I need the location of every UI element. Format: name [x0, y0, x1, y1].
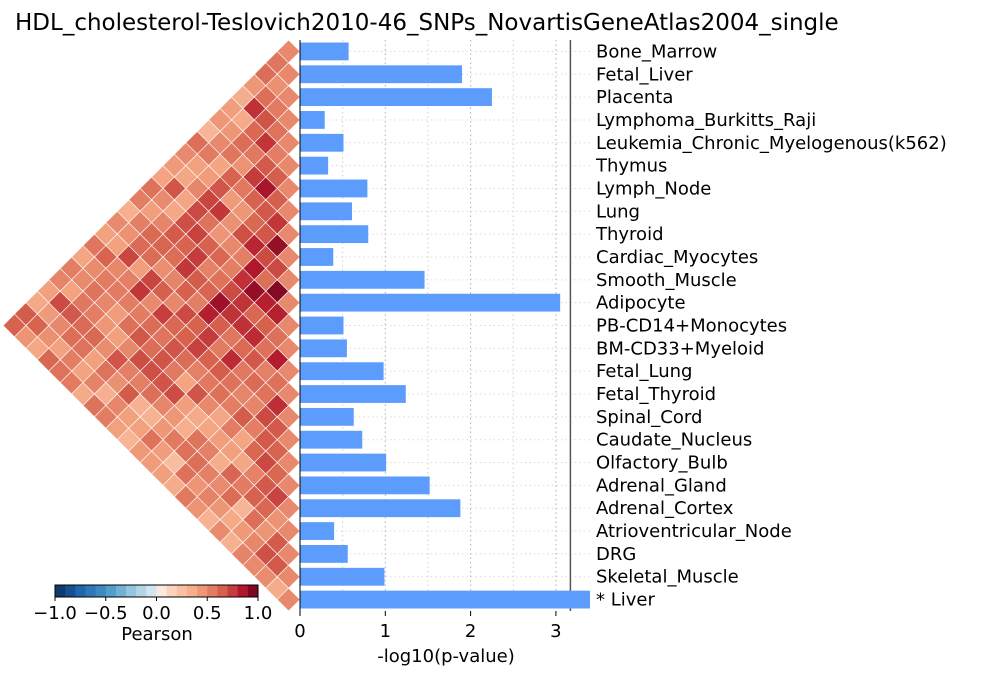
- bar: [300, 293, 561, 312]
- category-label: BM-CD33+Myeloid: [596, 338, 765, 359]
- bar: [300, 156, 329, 175]
- colorbar-segment: [197, 585, 208, 597]
- bar: [300, 522, 335, 540]
- category-label: Thymus: [595, 156, 667, 177]
- bar: [300, 590, 591, 609]
- colorbar-segment: [146, 585, 157, 597]
- category-label: Smooth_Muscle: [596, 270, 737, 291]
- colorbar-segment: [237, 585, 249, 597]
- colorbar-segment: [75, 585, 86, 597]
- category-label: Bone_Marrow: [596, 41, 717, 62]
- bar: [300, 362, 384, 381]
- category-label: Spinal_Cord: [596, 407, 702, 428]
- category-label: Thyroid: [595, 224, 664, 245]
- bar: [300, 133, 344, 152]
- colorbar-segment: [85, 585, 97, 597]
- category-label: Atrioventricular_Node: [596, 521, 792, 542]
- colorbar-tick-label: −0.5: [84, 603, 128, 624]
- bar: [300, 453, 387, 472]
- colorbar: −1.0 −0.5 0.0 0.5 1.0: [33, 584, 273, 624]
- category-label: Adrenal_Gland: [596, 475, 727, 496]
- category-label: Placenta: [596, 87, 673, 108]
- category-label: DRG: [596, 544, 636, 565]
- bar: [300, 111, 325, 129]
- category-label: Fetal_Lung: [596, 361, 693, 382]
- bar: [300, 339, 347, 358]
- colorbar-segment: [126, 585, 137, 597]
- category-label: Lung: [596, 201, 640, 222]
- colorbar-segment: [207, 585, 218, 597]
- colorbar-segment: [136, 585, 147, 597]
- category-label: Lymphoma_Burkitts_Raji: [596, 110, 816, 131]
- x-axis: 0 1 2 3: [294, 611, 562, 642]
- bar: [300, 430, 363, 449]
- bars: [299, 40, 591, 611]
- bar: [300, 316, 344, 335]
- colorbar-segment: [186, 585, 198, 597]
- bar: [300, 65, 463, 84]
- category-label: * Liver: [596, 590, 655, 611]
- category-label: Olfactory_Bulb: [596, 453, 728, 474]
- correlation-heatmap: [2, 39, 301, 612]
- bar: [300, 476, 430, 495]
- category-label: Adipocyte: [596, 293, 686, 314]
- bar: [300, 567, 385, 586]
- colorbar-label: Pearson: [121, 624, 193, 645]
- category-label: Lymph_Node: [596, 178, 711, 199]
- colorbar-segment: [95, 585, 107, 597]
- colorbar-segment: [65, 585, 76, 597]
- heatmap-cell: [276, 587, 301, 612]
- category-label: Fetal_Thyroid: [596, 384, 716, 405]
- colorbar-segment: [217, 585, 229, 597]
- category-label: Caudate_Nucleus: [596, 430, 752, 451]
- x-tick-label: 3: [550, 621, 561, 642]
- colorbar-segment: [247, 585, 259, 597]
- bar: [300, 248, 334, 266]
- bar: [300, 179, 368, 198]
- category-label: Adrenal_Cortex: [596, 498, 734, 519]
- bar: [300, 202, 353, 221]
- bar: [300, 42, 349, 61]
- colorbar-segment: [156, 585, 168, 597]
- bar: [300, 88, 492, 107]
- category-label: Fetal_Liver: [596, 64, 693, 85]
- bar: [300, 544, 348, 563]
- category-label: Skeletal_Muscle: [596, 567, 739, 588]
- category-label: Leukemia_Chronic_Myelogenous(k562): [596, 133, 947, 154]
- colorbar-tick-label: −1.0: [33, 603, 77, 624]
- category-labels: Bone_MarrowFetal_LiverPlacentaLymphoma_B…: [595, 41, 947, 610]
- colorbar-segment: [55, 585, 66, 597]
- category-label: PB-CD14+Monocytes: [596, 316, 787, 337]
- bar: [300, 225, 369, 244]
- bar: [300, 407, 354, 426]
- x-tick-label: 2: [465, 621, 476, 642]
- colorbar-segment: [227, 585, 239, 597]
- x-tick-label: 1: [380, 621, 391, 642]
- colorbar-tick-label: 1.0: [244, 603, 273, 624]
- colorbar-tick-label: 0.5: [193, 603, 222, 624]
- category-label: Cardiac_Myocytes: [596, 247, 758, 268]
- bar: [300, 499, 461, 518]
- chart-title: HDL_cholesterol-Teslovich2010-46_SNPs_No…: [15, 10, 839, 36]
- x-axis-label: -log10(p-value): [377, 646, 515, 667]
- colorbar-segment: [176, 585, 188, 597]
- bar: [300, 270, 425, 289]
- bar: [300, 385, 406, 403]
- x-tick-label: 0: [294, 621, 305, 642]
- colorbar-segment: [105, 585, 117, 597]
- colorbar-tick-label: 0.0: [142, 603, 171, 624]
- colorbar-segment: [166, 585, 178, 597]
- colorbar-segment: [115, 585, 127, 597]
